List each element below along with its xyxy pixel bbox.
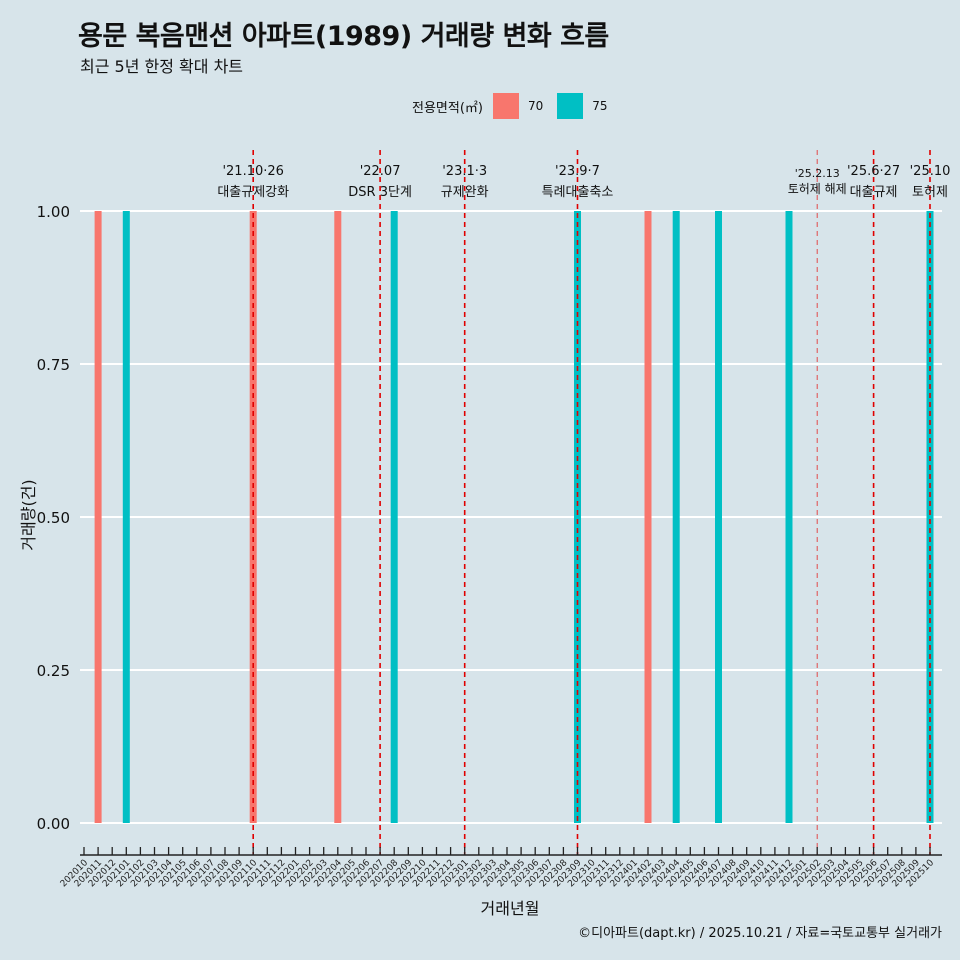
event-label: 토허제 해제 (788, 182, 847, 196)
event-date-label: '25.2.13 (795, 167, 840, 180)
legend-title: 전용면적(㎡) (412, 100, 483, 116)
event-date-label: '25.10 (910, 164, 951, 179)
bar-75-202407 (715, 211, 722, 823)
bar-75-202208 (390, 211, 398, 823)
event-label: 특례대출축소 (542, 185, 614, 200)
bar-70-202402 (644, 211, 652, 823)
bar-70-202110 (249, 211, 257, 823)
bar-70-202204 (334, 211, 342, 823)
legend-label-75: 75 (592, 99, 608, 113)
bar-75-202309 (574, 211, 581, 823)
bar-75-202101 (122, 211, 130, 823)
event-date-label: '21.10·26 (222, 164, 283, 179)
bar-75-202412 (785, 211, 793, 823)
event-date-label: '23.9·7 (555, 164, 600, 179)
event-date-label: '23.1·3 (442, 164, 487, 179)
event-label: 대출규제강화 (217, 185, 289, 200)
chart-subtitle: 최근 5년 한정 확대 차트 (80, 57, 244, 76)
y-tick-label: 0.25 (37, 662, 70, 680)
event-label: DSR 3단계 (348, 185, 412, 200)
legend-label-70: 70 (527, 99, 544, 113)
bar-75-202510 (926, 211, 934, 823)
legend-key-75 (557, 93, 584, 119)
event-date-label: '22.07 (360, 164, 401, 179)
event-date-label: '25.6·27 (847, 164, 900, 179)
event-label: 토허제 (912, 185, 948, 200)
y-axis-label: 거래량(건) (19, 479, 38, 550)
y-tick-label: 0.50 (37, 509, 70, 527)
y-tick-label: 0.75 (37, 356, 70, 374)
y-tick-label: 1.00 (37, 203, 70, 221)
legend-key-70 (492, 93, 519, 119)
event-label: 대출규제 (850, 185, 898, 200)
legend: 전용면적(㎡) 70 75 (412, 92, 622, 120)
bar-75-202404 (672, 211, 680, 823)
chart-title: 용문 복음맨션 아파트(1989) 거래량 변화 흐름 (78, 21, 609, 52)
bar-70-202011 (94, 211, 102, 823)
x-axis-label: 거래년월 (481, 899, 540, 918)
y-tick-label: 0.00 (37, 815, 70, 833)
source-caption: ©디아파트(dapt.kr) / 2025.10.21 / 자료=국토교통부 실… (578, 926, 942, 941)
event-label: 규제완화 (441, 185, 489, 200)
